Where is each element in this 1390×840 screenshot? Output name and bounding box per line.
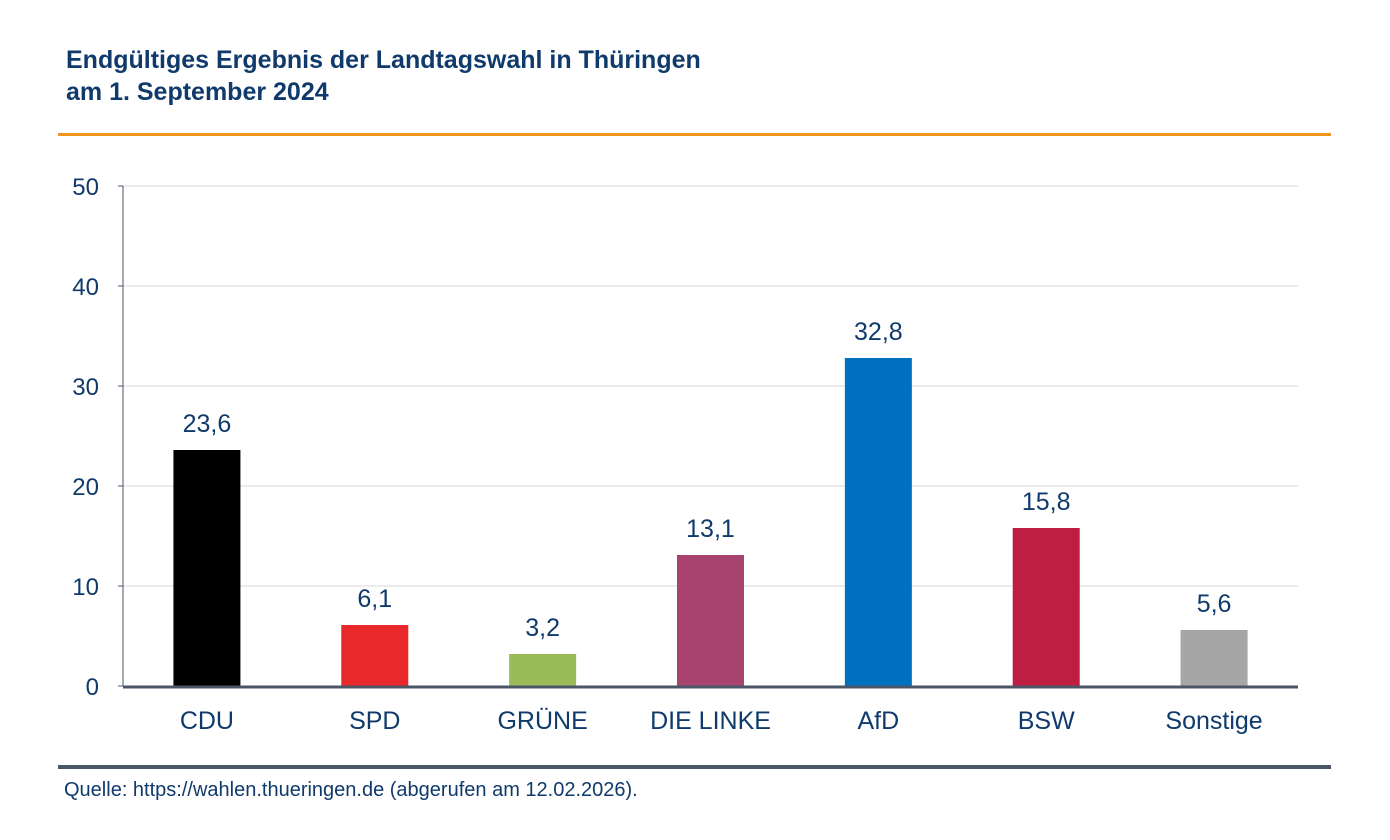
value-label: 3,2 — [525, 614, 560, 642]
y-tick-label: 10 — [72, 574, 99, 601]
y-tick-label: 50 — [72, 174, 99, 201]
category-label: BSW — [1018, 707, 1075, 735]
category-label: AfD — [858, 707, 900, 735]
category-label: SPD — [349, 707, 400, 735]
value-label: 32,8 — [854, 318, 903, 346]
category-label: GRÜNE — [497, 707, 587, 735]
bar-die-linke — [677, 555, 744, 686]
y-tick-label: 20 — [72, 474, 99, 501]
gridlines — [123, 185, 1298, 587]
source-note: Quelle: https://wahlen.thueringen.de (ab… — [64, 779, 638, 801]
footer-divider — [58, 765, 1331, 769]
y-tick-label: 30 — [72, 374, 99, 401]
value-label: 15,8 — [1022, 488, 1071, 516]
category-label: Sonstige — [1165, 707, 1262, 735]
bar-grüne — [509, 654, 577, 686]
bar-bsw — [1012, 528, 1080, 686]
category-label: CDU — [180, 707, 234, 735]
value-label: 5,6 — [1197, 590, 1232, 618]
chart-title: Endgültiges Ergebnis der Landtagswahl in… — [66, 44, 701, 108]
value-label: 13,1 — [686, 515, 735, 543]
bars — [173, 358, 1248, 686]
category-label: DIE LINKE — [650, 707, 771, 735]
y-tick-label: 40 — [72, 274, 99, 301]
y-tick-label: 0 — [86, 674, 99, 701]
value-labels: 23,6 6,1 3,2 13,1 32,8 15,8 5,6 — [183, 318, 1232, 642]
y-axis-ticks: 0 10 20 30 40 50 — [72, 174, 123, 701]
value-label: 23,6 — [183, 410, 232, 438]
title-divider — [58, 133, 1331, 136]
bar-spd — [341, 625, 409, 686]
chart-title-line1: Endgültiges Ergebnis der Landtagswahl in… — [66, 46, 701, 74]
category-labels: CDU SPD GRÜNE DIE LINKE AfD BSW Sonstige — [180, 707, 1263, 735]
bar-cdu — [173, 450, 241, 686]
bar-afd — [844, 358, 912, 686]
bar-sonstige — [1180, 630, 1248, 686]
chart-title-line2: am 1. September 2024 — [66, 78, 329, 106]
value-label: 6,1 — [357, 585, 392, 613]
